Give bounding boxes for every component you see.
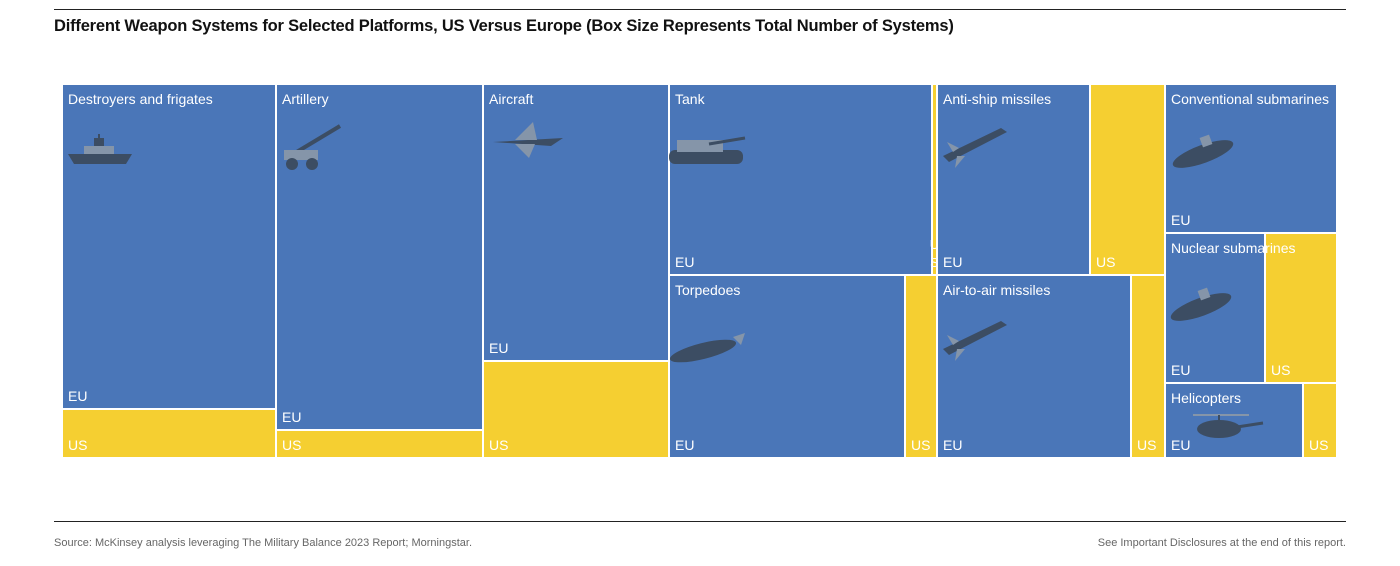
artillery-icon — [284, 124, 342, 170]
eu-label: EU — [1171, 212, 1190, 228]
us-block-helicopters — [1302, 382, 1338, 459]
us-label: US — [282, 437, 301, 453]
us-label: US — [1096, 254, 1115, 270]
fighter-jet-icon — [493, 122, 563, 158]
eu-block-helicopters — [1164, 382, 1304, 459]
platform-label: Nuclear submarines — [1171, 240, 1296, 256]
eu-block-air-to-air-missiles — [936, 274, 1132, 459]
bottom-rule — [54, 521, 1346, 522]
us-block-destroyers-and-frigates — [61, 408, 277, 459]
cell-destroyers-and-frigates: Destroyers and frigates EU US — [61, 83, 277, 459]
submarine-icon — [1172, 134, 1234, 168]
eu-block-anti-ship-missiles — [936, 83, 1091, 276]
platform-label: Artillery — [282, 91, 329, 107]
top-rule — [54, 9, 1346, 10]
eu-label: EU — [675, 437, 694, 453]
us-label: US — [489, 437, 508, 453]
us-block-aircraft — [482, 360, 670, 459]
us-label: US — [911, 437, 930, 453]
us-label: US — [1309, 437, 1328, 453]
us-block-artillery — [275, 429, 484, 459]
us-label: US — [1271, 362, 1290, 378]
helicopter-icon — [1193, 414, 1264, 438]
platform-label: Aircraft — [489, 91, 533, 107]
cell-conventional-submarines: Conventional submarines EU — [1164, 83, 1338, 234]
eu-block-destroyers-and-frigates — [61, 83, 277, 410]
cell-artillery: Artillery EU US — [275, 83, 484, 459]
platform-label: Air-to-air missiles — [943, 282, 1050, 298]
platform-label: Torpedoes — [675, 282, 740, 298]
cell-tank: Tank EU U S — [668, 83, 939, 276]
cell-helicopters: Helicopters EU US — [1164, 382, 1338, 459]
us-block-anti-ship-missiles — [1089, 83, 1166, 276]
source-note: Source: McKinsey analysis leveraging The… — [54, 537, 472, 549]
eu-label: EU — [675, 254, 694, 270]
cell-torpedoes: Torpedoes EU US — [668, 274, 938, 459]
warship-icon — [68, 134, 132, 164]
disclosure-note: See Important Disclosures at the end of … — [1097, 537, 1346, 549]
us-block-torpedoes — [904, 274, 938, 459]
us-label: US — [68, 437, 87, 453]
platform-label: Helicopters — [1171, 390, 1241, 406]
missile-icon — [943, 321, 1007, 361]
eu-label: EU — [1171, 362, 1190, 378]
eu-label: EU — [489, 340, 508, 356]
missile-icon — [943, 128, 1007, 168]
platform-label: Anti-ship missiles — [943, 91, 1051, 107]
tank-icon — [669, 136, 746, 164]
submarine-icon — [1170, 287, 1232, 321]
platform-label: Destroyers and frigates — [68, 91, 213, 107]
eu-block-artillery — [275, 83, 484, 431]
eu-label: EU — [282, 409, 301, 425]
eu-block-tank — [668, 83, 933, 276]
cell-nuclear-submarines: Nuclear submarines EU US — [1164, 232, 1338, 384]
cell-aircraft: Aircraft EU US — [482, 83, 670, 459]
us-block-air-to-air-missiles — [1130, 274, 1166, 459]
eu-block-aircraft — [482, 83, 670, 362]
eu-label: EU — [943, 437, 962, 453]
chart-title: Different Weapon Systems for Selected Pl… — [54, 17, 954, 35]
platform-label: Conventional submarines — [1171, 91, 1329, 107]
eu-label: EU — [68, 388, 87, 404]
eu-block-torpedoes — [668, 274, 906, 459]
torpedo-icon — [669, 333, 745, 363]
platform-label: Tank — [675, 91, 706, 107]
eu-label: EU — [943, 254, 962, 270]
cell-air-to-air-missiles: Air-to-air missiles EU US — [936, 274, 1166, 459]
eu-label: EU — [1171, 437, 1190, 453]
cell-anti-ship-missiles: Anti-ship missiles EU US — [936, 83, 1166, 276]
us-label: US — [1137, 437, 1156, 453]
